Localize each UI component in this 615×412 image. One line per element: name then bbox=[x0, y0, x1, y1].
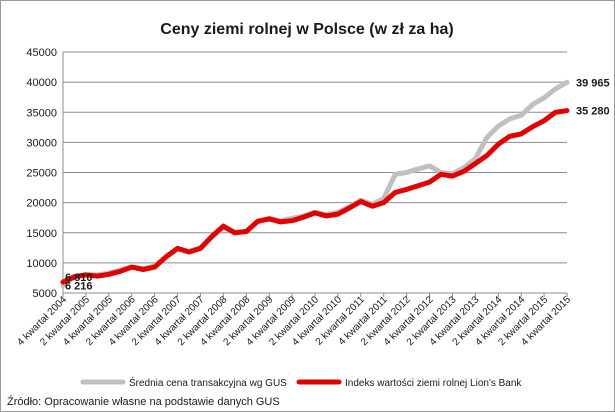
y-tick-label: 15000 bbox=[26, 228, 57, 240]
y-tick-label: 5000 bbox=[33, 288, 57, 300]
start-value-label-lions-bank: 6 810 bbox=[65, 272, 93, 284]
y-tick-label: 25000 bbox=[26, 168, 57, 180]
series-lines bbox=[60, 79, 570, 289]
y-tick-label: 35000 bbox=[26, 107, 57, 119]
y-tick-label: 40000 bbox=[26, 77, 57, 89]
y-tick-label: 45000 bbox=[26, 47, 57, 59]
end-value-label-lions-bank: 35 280 bbox=[576, 106, 610, 118]
y-tick-label: 20000 bbox=[26, 198, 57, 210]
series-line-gus bbox=[60, 79, 570, 289]
series-line-lions-bank bbox=[60, 108, 570, 285]
source-note: Źródło: Opracowanie własne na podstawie … bbox=[7, 395, 280, 408]
chart-title: Ceny ziemi rolnej w Polsce (w zł za ha) bbox=[160, 21, 453, 38]
legend-label-gus: Średnia cena transakcyjna wg GUS bbox=[129, 376, 287, 389]
start-value-label-gus: 6 216 bbox=[65, 281, 93, 293]
legend: Średnia cena transakcyjna wg GUS Indeks w… bbox=[80, 376, 522, 389]
end-value-label-gus: 39 965 bbox=[576, 77, 610, 89]
axes: 5000 10000 15000 20000 25000 30000 35000 40000 4… bbox=[15, 47, 573, 348]
legend-label-lions-bank: Indeks wartości ziemi rolnej Lion's Bank bbox=[345, 378, 522, 389]
gridlines bbox=[63, 51, 567, 264]
y-tick-label: 30000 bbox=[26, 137, 57, 149]
y-tick-label: 10000 bbox=[26, 258, 57, 270]
